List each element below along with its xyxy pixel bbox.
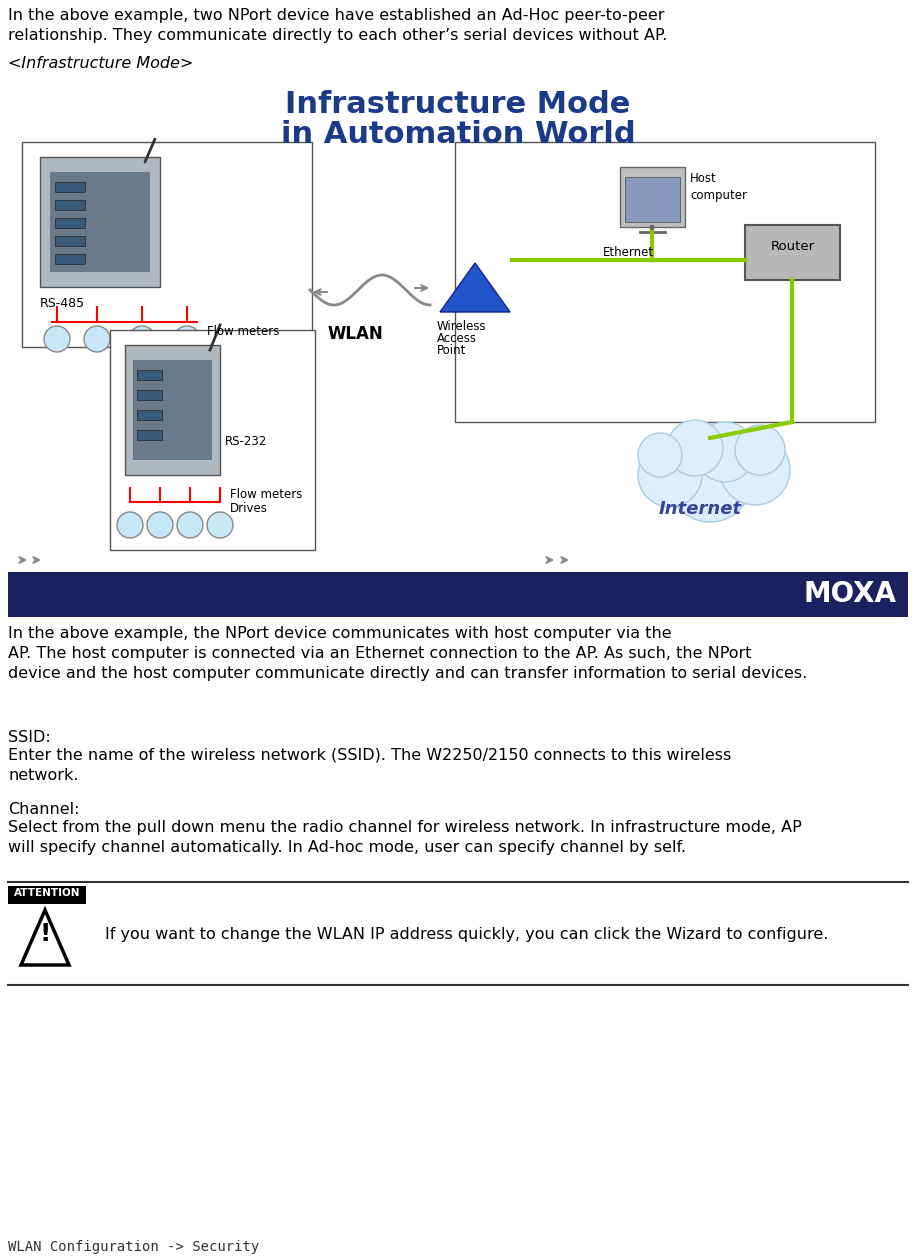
Text: Flow meters: Flow meters [207, 325, 279, 338]
Text: ATTENTION: ATTENTION [14, 888, 81, 898]
Text: <Infrastructure Mode>: <Infrastructure Mode> [8, 57, 193, 70]
Text: In the above example, two NPort device have established an Ad-Hoc peer-to-peer
r: In the above example, two NPort device h… [8, 8, 667, 43]
Text: RS-485: RS-485 [40, 297, 85, 309]
Bar [137, 410, 162, 420]
Bar [55, 182, 85, 192]
Text: If you want to change the WLAN IP address quickly, you can click the Wizard to c: If you want to change the WLAN IP addres… [105, 927, 828, 942]
Bar [625, 177, 680, 221]
Bar [125, 345, 220, 476]
Text: In the above example, the NPort device communicates with host computer via the
A: In the above example, the NPort device c… [8, 626, 807, 681]
Bar [8, 78, 908, 569]
Circle shape [720, 435, 790, 504]
Text: Access: Access [437, 332, 477, 345]
Circle shape [177, 512, 203, 538]
Circle shape [174, 326, 200, 352]
Text: Infrastructure Mode: Infrastructure Mode [285, 91, 631, 120]
Bar [110, 330, 315, 550]
Bar [55, 254, 85, 264]
Text: Flow meters: Flow meters [230, 488, 302, 501]
Circle shape [44, 326, 70, 352]
Polygon shape [21, 910, 69, 965]
Circle shape [147, 512, 173, 538]
Circle shape [129, 326, 155, 352]
Text: Router: Router [770, 240, 814, 253]
Text: Ethernet: Ethernet [603, 247, 653, 259]
Text: WLAN Configuration -> Security: WLAN Configuration -> Security [8, 1240, 259, 1254]
Circle shape [638, 433, 682, 477]
Text: Wireless: Wireless [437, 320, 486, 333]
Bar [137, 430, 162, 440]
Circle shape [84, 326, 110, 352]
Text: Internet: Internet [659, 499, 742, 518]
Text: in Automation World: in Automation World [280, 120, 636, 148]
Bar [55, 218, 85, 228]
Text: WLAN: WLAN [327, 325, 383, 343]
Text: Host
computer: Host computer [690, 172, 747, 203]
Bar [8, 572, 908, 616]
Bar [40, 157, 160, 287]
Bar [50, 172, 150, 272]
Bar [137, 370, 162, 380]
Text: MOXA: MOXA [803, 580, 896, 608]
Text: Drives: Drives [230, 502, 267, 515]
Circle shape [668, 438, 752, 522]
Circle shape [695, 421, 755, 482]
Text: !: ! [39, 922, 50, 946]
Bar [620, 167, 685, 226]
Bar [137, 390, 162, 400]
Bar [745, 225, 840, 281]
Bar [8, 886, 86, 905]
Circle shape [638, 443, 702, 507]
Bar [22, 142, 312, 347]
Bar [133, 360, 212, 460]
Text: RS-232: RS-232 [225, 435, 267, 448]
Text: Channel:: Channel: [8, 803, 80, 816]
Bar [455, 142, 875, 421]
Text: Select from the pull down menu the radio channel for wireless network. In infras: Select from the pull down menu the radio… [8, 820, 802, 854]
Text: SSID:: SSID: [8, 730, 50, 745]
Text: Point: Point [437, 343, 466, 357]
Bar [55, 237, 85, 247]
Bar [55, 200, 85, 210]
Polygon shape [440, 263, 510, 312]
Circle shape [117, 512, 143, 538]
Text: Enter the name of the wireless network (SSID). The W2250/2150 connects to this w: Enter the name of the wireless network (… [8, 749, 731, 782]
Circle shape [667, 420, 723, 476]
Circle shape [735, 425, 785, 476]
Circle shape [207, 512, 233, 538]
